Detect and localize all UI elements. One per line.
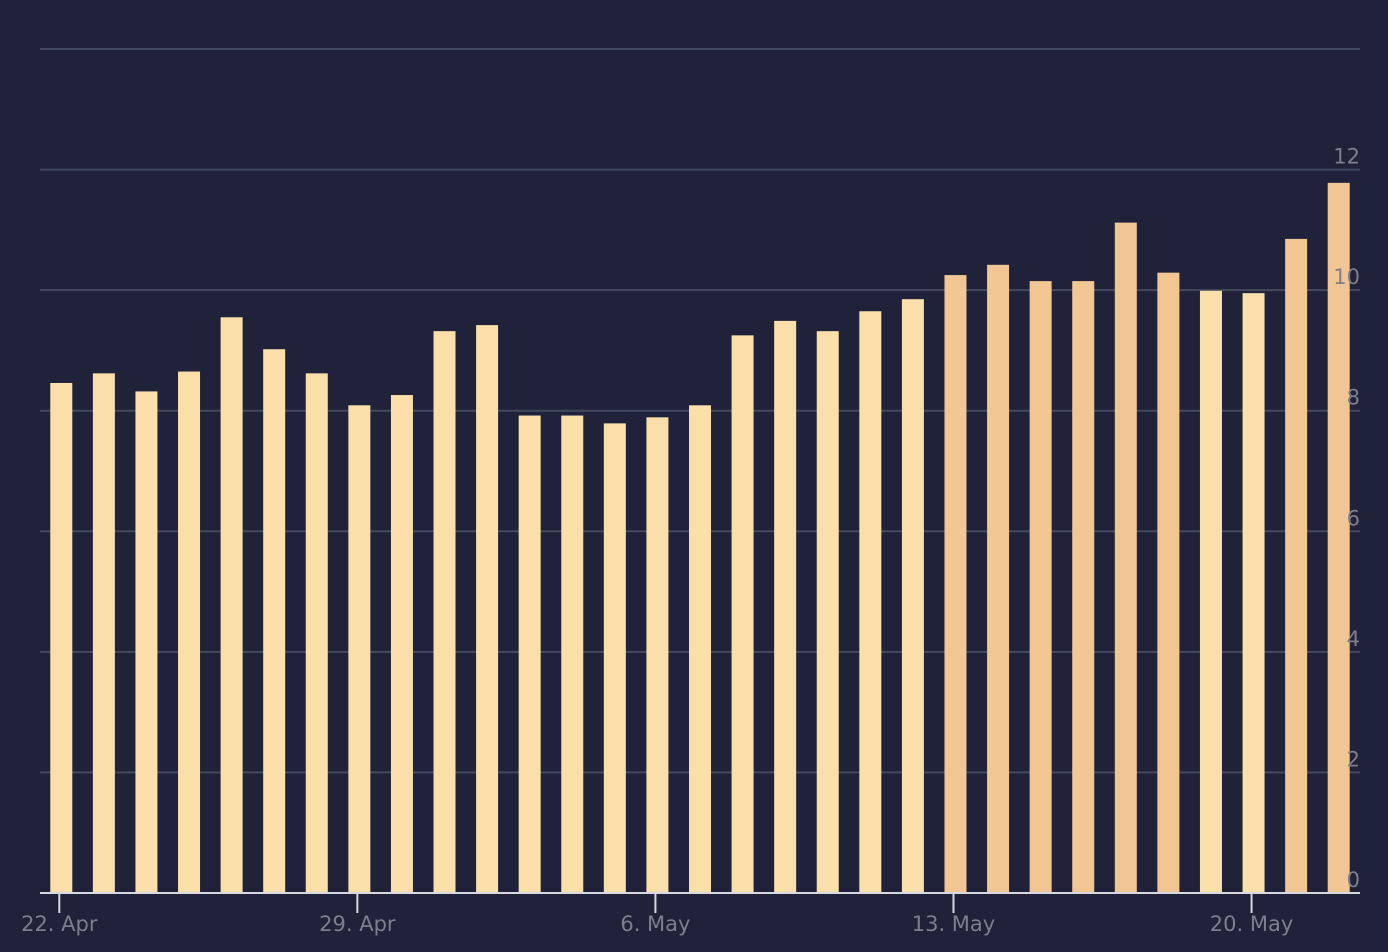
y-tick-label: 6: [1347, 506, 1360, 530]
bar: [1114, 222, 1137, 893]
y-tick-label: 2: [1347, 747, 1360, 771]
bar: [518, 415, 541, 893]
y-tick-label: 12: [1333, 145, 1360, 169]
x-tick-label: 6. May: [620, 912, 690, 936]
bar: [731, 335, 754, 893]
bar: [816, 331, 839, 893]
bar: [1029, 281, 1052, 894]
bar: [220, 317, 243, 893]
bar: [348, 405, 371, 893]
bar: [561, 415, 584, 893]
bar: [263, 349, 286, 893]
bar: [646, 417, 669, 893]
bar: [689, 405, 711, 893]
x-tick-label: 20. May: [1210, 912, 1294, 936]
bar: [178, 371, 201, 893]
y-tick-label: 4: [1347, 627, 1360, 651]
bar: [1072, 281, 1095, 894]
bar: [390, 395, 413, 893]
bar: [135, 391, 158, 893]
y-tick-label: 8: [1347, 386, 1360, 410]
bar: [1199, 290, 1222, 893]
y-tick-label: 0: [1347, 868, 1360, 892]
bar: [1242, 293, 1265, 894]
bar: [603, 423, 626, 893]
bar: [901, 299, 924, 894]
bar: [433, 331, 456, 893]
bar: [50, 382, 73, 893]
y-tick-label: 10: [1333, 265, 1360, 289]
bar: [774, 320, 797, 894]
bar: [859, 311, 882, 893]
x-tick-label: 13. May: [912, 912, 996, 936]
x-tick-label: 29. Apr: [319, 912, 396, 936]
bar: [944, 275, 967, 894]
bar: [1327, 182, 1350, 893]
bar: [476, 325, 499, 893]
bar: [92, 373, 115, 893]
bar: [1285, 238, 1308, 893]
bar: [1157, 272, 1180, 893]
x-tick-label: 22. Apr: [21, 912, 98, 936]
bar: [987, 264, 1010, 893]
bar: [305, 373, 328, 893]
